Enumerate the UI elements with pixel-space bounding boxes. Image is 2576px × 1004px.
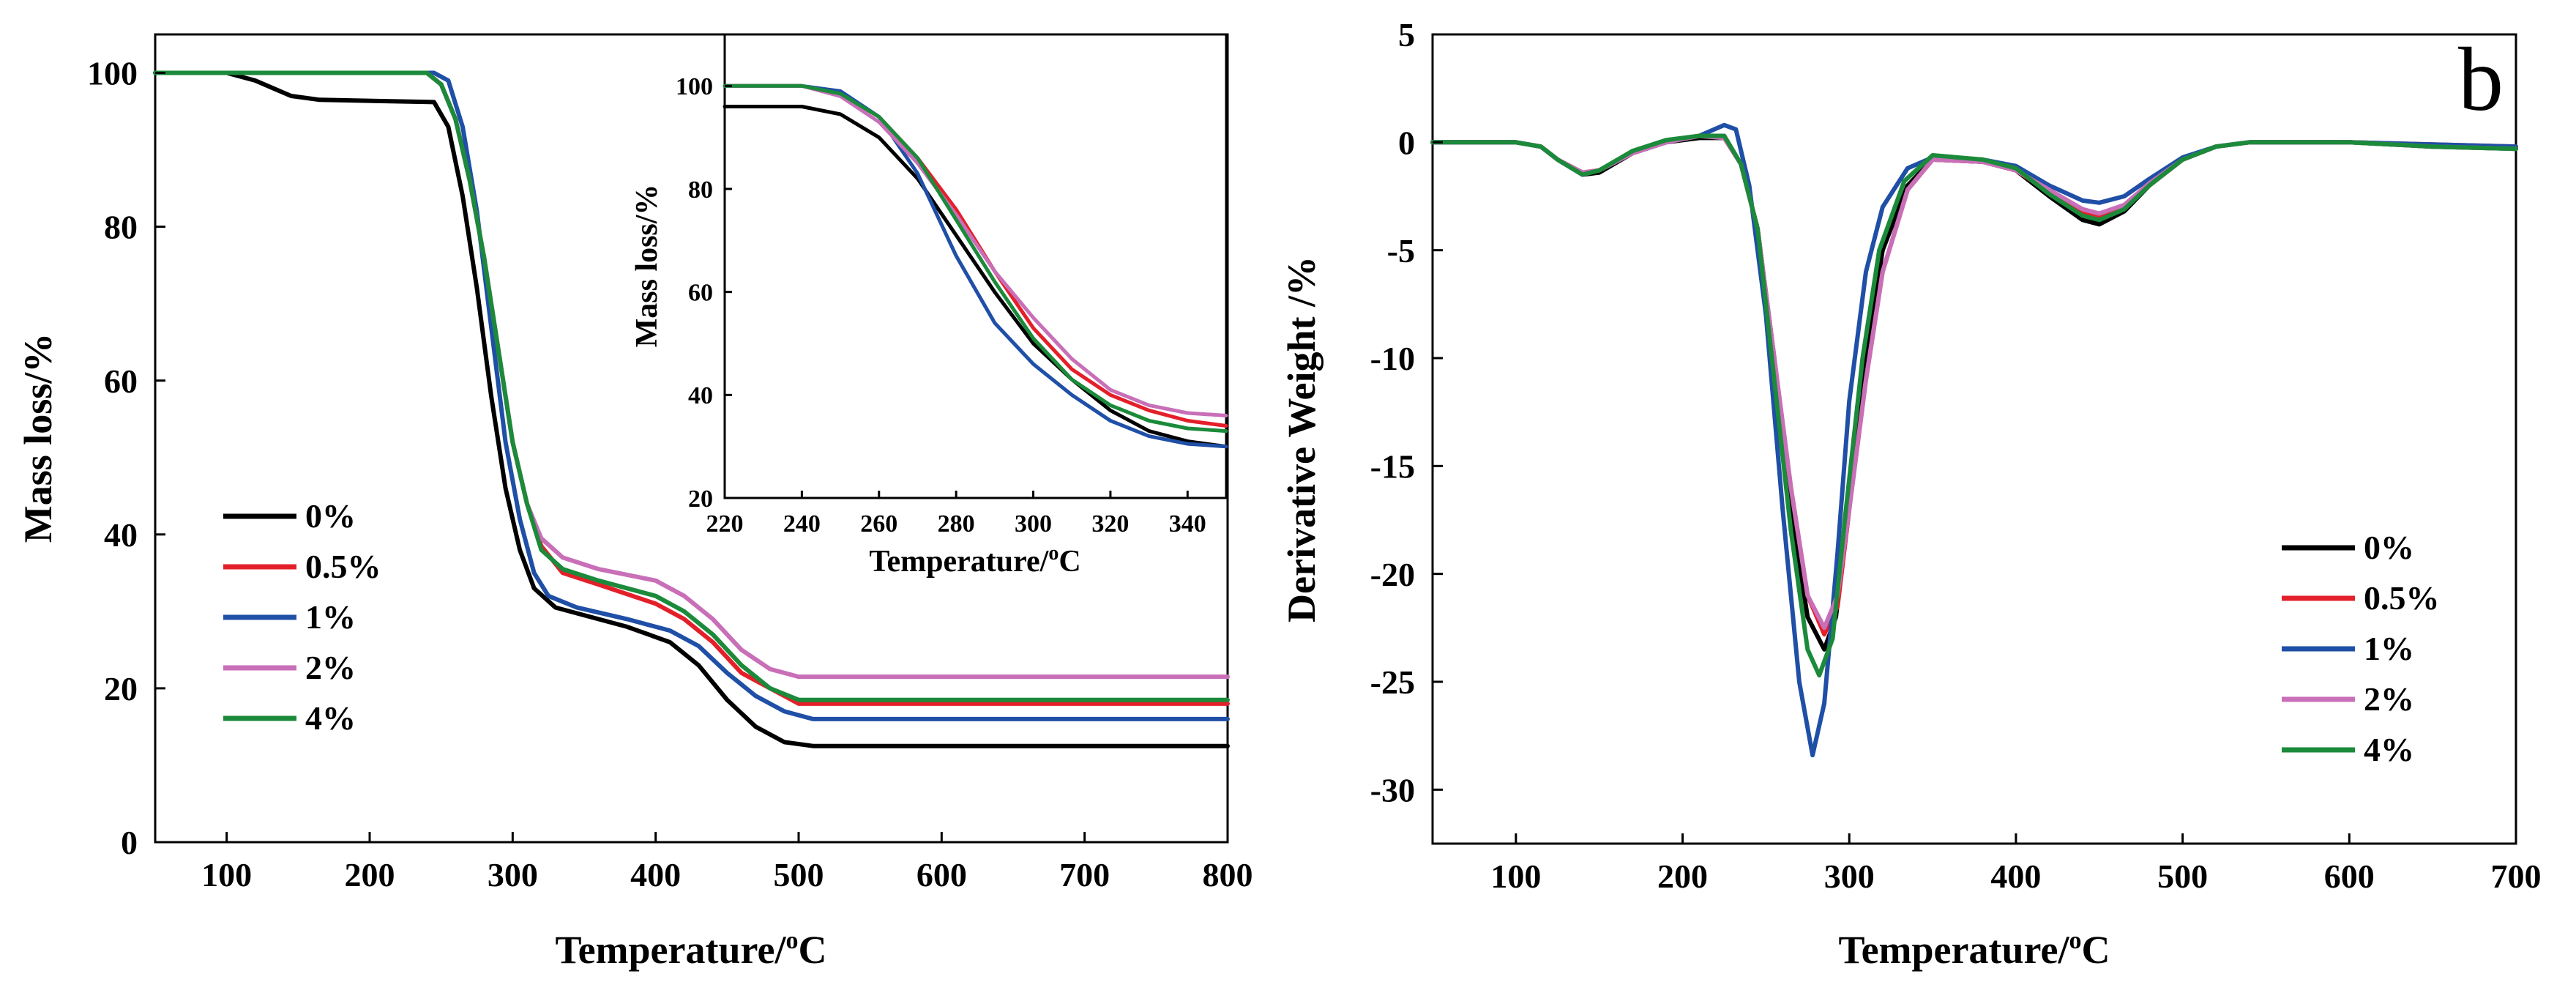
panel-a-x-tick-label-5: 600 [916, 856, 967, 893]
panel-a-x-tick-label-2: 300 [488, 856, 538, 893]
panel-a-legend-label-3: 2% [305, 649, 356, 686]
panel-b-series-group [1430, 122, 2518, 758]
inset-ticks: 220 240 260 280 300 320 340 20 40 60 80 100 [676, 73, 1206, 538]
inset-series-group [723, 83, 1228, 449]
panel-a-y-tick-label-4: 80 [104, 209, 138, 246]
inset-y-tick-label-3: 80 [688, 176, 713, 204]
panel-b-series-1 [1430, 133, 2518, 637]
inset-y-axis-label: Mass loss/% [630, 185, 664, 348]
panel-a-x-tick-label-7: 800 [1203, 856, 1253, 893]
inset-y-tick-label-4: 100 [676, 73, 713, 100]
inset-x-tick-label-1: 240 [783, 510, 821, 538]
panel-a-series-0 [153, 70, 1230, 748]
panel-b-x-tick-label-3: 400 [1990, 858, 2041, 895]
panel-b-legend-label-2: 1% [2364, 630, 2414, 667]
panel-b-plot-frame [1431, 33, 2517, 845]
inset-series-0 [723, 105, 1228, 449]
panel-b-x-tick-label-1: 200 [1657, 858, 1708, 895]
panel-a-x-tick-label-4: 500 [774, 856, 824, 893]
panel-a-x-axis-label: Temperature/oC [556, 927, 827, 972]
panel-b-y-tick-label-0: 5 [1398, 16, 1415, 53]
panel-a-legend-label-1: 0.5% [305, 548, 381, 585]
panel-b-x-tick-label-6: 700 [2491, 858, 2542, 895]
panel-b-chart: 100 200 300 400 500 600 700 5 0 -5 -10 -15 -20 -25 -30… [1280, 16, 2542, 972]
panel-b-legend-label-4: 4% [2364, 731, 2414, 768]
inset-y-tick-label-1: 40 [688, 382, 713, 409]
panel-b-series-3 [1430, 133, 2518, 631]
inset-x-tick-label-4: 300 [1015, 510, 1052, 538]
panel-a-x-tick-label-6: 700 [1059, 856, 1110, 893]
panel-b-legend-label-1: 0.5% [2364, 579, 2440, 617]
panel-a-x-tick-label-0: 100 [201, 856, 252, 893]
panel-b-series-0 [1430, 135, 2518, 652]
inset-y-tick-label-2: 60 [688, 280, 713, 307]
panel-a-plot-frame [154, 33, 1229, 844]
panel-b-legend-label-3: 2% [2364, 680, 2414, 718]
inset-series-2 [723, 83, 1228, 449]
panel-a-legend-label-0: 0% [305, 497, 356, 535]
panel-b-ticks: 100 200 300 400 500 600 700 5 0 -5 -10 -15 -20 -25 -30 [1370, 16, 2542, 895]
panel-b-legend-label-0: 0% [2364, 529, 2414, 566]
panel-a-legend: 0% 0.5% 1% 2% 4% [223, 497, 381, 737]
inset-x-tick-label-3: 280 [938, 510, 975, 538]
panel-a-y-tick-label-0: 0 [121, 824, 138, 861]
panel-a-y-tick-label-5: 100 [87, 55, 138, 92]
inset-x-tick-label-0: 220 [706, 510, 744, 538]
panel-b-x-tick-label-5: 600 [2324, 858, 2375, 895]
panel-a-y-axis-label: Mass loss/% [16, 333, 60, 543]
panel-b-label: b [2458, 29, 2504, 130]
inset-x-axis-label: Temperature/oC [869, 542, 1080, 579]
inset-plot-frame [723, 33, 1228, 499]
panel-b-y-tick-label-3: -10 [1370, 340, 1415, 377]
panel-b-x-tick-label-4: 500 [2157, 858, 2208, 895]
inset-x-tick-label-5: 320 [1091, 510, 1129, 538]
inset-x-tick-label-6: 340 [1169, 510, 1206, 538]
panel-a-x-tick-label-1: 200 [345, 856, 395, 893]
panel-b-y-tick-label-5: -20 [1370, 556, 1415, 593]
panel-a-y-tick-label-1: 20 [104, 670, 138, 707]
panel-b-y-tick-label-7: -30 [1370, 771, 1415, 808]
panel-a-legend-label-4: 4% [305, 699, 356, 737]
panel-b-series-4 [1430, 133, 2518, 678]
inset-x-tick-label-2: 260 [860, 510, 897, 538]
panel-b-series-2 [1430, 122, 2518, 758]
panel-a-series-2 [153, 70, 1230, 721]
panel-b-x-tick-label-2: 300 [1824, 858, 1875, 895]
panel-b-legend: 0% 0.5% 1% 2% 4% [2282, 529, 2440, 768]
panel-a-y-tick-label-2: 40 [104, 516, 138, 554]
panel-a-y-tick-label-3: 60 [104, 362, 138, 400]
panel-a-series-4 [153, 70, 1230, 702]
panel-b-y-tick-label-2: -5 [1387, 232, 1415, 269]
inset-series-3 [723, 83, 1228, 417]
panel-a-inset-chart: 220 240 260 280 300 320 340 20 40 60 80 100 Tempera… [630, 33, 1228, 579]
panel-b-x-tick-label-0: 100 [1490, 858, 1541, 895]
panel-a-x-tick-label-3: 400 [630, 856, 681, 893]
panel-b-y-tick-label-6: -25 [1370, 663, 1415, 701]
panel-b-x-axis-label: Temperature/oC [1839, 927, 2110, 972]
panel-b-y-axis-label: Derivative Weight /% [1280, 256, 1324, 622]
panel-a-legend-label-2: 1% [305, 598, 356, 636]
inset-series-4 [723, 83, 1228, 434]
panel-b-y-tick-label-4: -15 [1370, 447, 1415, 485]
panel-a-ticks: 100 200 300 400 500 600 700 800 0 20 40 60 80 100 [87, 55, 1253, 893]
panel-a-series-group [153, 70, 1230, 748]
inset-y-tick-label-0: 20 [688, 486, 713, 513]
panel-b-y-tick-label-1: 0 [1398, 124, 1415, 161]
